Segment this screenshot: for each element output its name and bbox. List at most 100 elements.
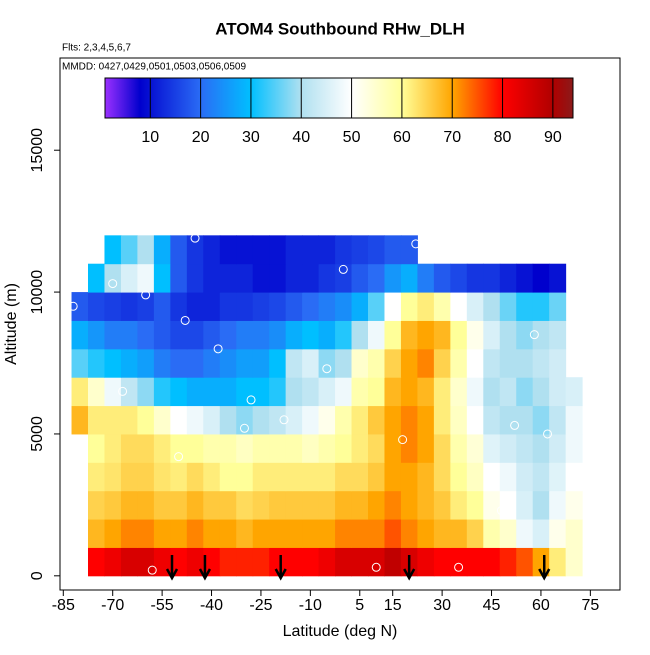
heat-cell (384, 320, 402, 350)
heat-cell (252, 348, 270, 378)
heat-cell (104, 547, 122, 577)
colorbar-tick-label: 10 (141, 129, 159, 146)
heat-cell (252, 547, 270, 577)
heat-cell (236, 462, 254, 492)
heat-cell (351, 433, 369, 463)
heat-cell (71, 348, 89, 378)
heat-cell (203, 348, 221, 378)
heat-cell (120, 462, 138, 492)
heat-cell (433, 263, 451, 293)
heat-cell (400, 462, 418, 492)
heat-cell (120, 377, 138, 407)
heat-cell (203, 377, 221, 407)
heat-cell (466, 320, 484, 350)
heat-cell (170, 235, 188, 265)
heat-cell (269, 320, 287, 350)
x-tick-label: -70 (101, 597, 124, 614)
heat-cell (71, 320, 89, 350)
heat-cell (302, 263, 320, 293)
heat-cell (302, 348, 320, 378)
heat-cell (203, 490, 221, 520)
heat-cell (549, 519, 567, 548)
heat-cell (252, 320, 270, 350)
heat-cell (450, 519, 468, 548)
heat-cell (368, 235, 385, 265)
heat-cell (335, 235, 353, 265)
heat-cell (236, 348, 254, 378)
heat-cell (219, 433, 237, 463)
heat-cell (532, 292, 550, 321)
heat-cell (120, 433, 138, 463)
heat-cell (236, 320, 254, 350)
colorbar-tick-label: 80 (494, 129, 512, 146)
heat-cell (532, 433, 550, 463)
heat-cell (318, 462, 336, 492)
observation-point (246, 395, 256, 405)
heat-cell (450, 292, 468, 321)
heat-cell (499, 547, 517, 577)
observation-point (338, 264, 348, 274)
heat-cell (466, 490, 484, 520)
colorbar-tick-label: 40 (292, 129, 310, 146)
heat-cell (433, 462, 451, 492)
heat-cell (318, 263, 336, 293)
heat-cell (252, 519, 270, 548)
heat-cell (203, 547, 221, 577)
heat-cell (351, 377, 369, 407)
observation-point (239, 423, 249, 433)
heat-cell (236, 405, 254, 435)
x-tick-label: 60 (532, 597, 550, 614)
heat-cell (549, 263, 567, 293)
heat-cell (252, 377, 270, 407)
heat-cell (368, 462, 385, 492)
heat-cell (368, 405, 385, 435)
heat-cell (466, 462, 484, 492)
heat-cell (170, 547, 188, 577)
heat-cell (302, 490, 320, 520)
heat-cell (285, 348, 303, 378)
heat-cell (450, 547, 468, 577)
observation-point (496, 506, 506, 516)
heat-cell (532, 377, 550, 407)
heat-cell (368, 263, 385, 293)
heat-cell (499, 263, 517, 293)
heat-cell (483, 263, 501, 293)
heat-cell (302, 405, 320, 435)
heat-cell (368, 348, 385, 378)
heat-cell (466, 263, 484, 293)
heat-cell (499, 405, 517, 435)
heat-cell (137, 263, 155, 293)
heat-cell (252, 263, 270, 293)
colorbar-tick-label: 50 (343, 129, 361, 146)
heat-cell (400, 320, 418, 350)
heat-cell (318, 348, 336, 378)
heat-cell (516, 547, 534, 577)
heat-cell (351, 235, 369, 265)
heat-cell (170, 433, 188, 463)
heat-cell (236, 377, 254, 407)
heat-cell (153, 405, 171, 435)
heat-cell (104, 433, 122, 463)
heat-cell (219, 263, 237, 293)
heat-cell (219, 292, 237, 321)
heat-cell (186, 462, 204, 492)
heat-cell (400, 263, 418, 293)
observation-point (398, 435, 408, 445)
heat-cell (252, 490, 270, 520)
subtitle: Flts: 2,3,4,5,6,7 (62, 43, 131, 54)
heat-cell (88, 292, 105, 321)
heat-cell (549, 348, 567, 378)
heat-cell (203, 519, 221, 548)
heat-cell (252, 405, 270, 435)
heat-cell (153, 320, 171, 350)
x-tick-label: -25 (249, 597, 272, 614)
heat-cell (450, 462, 468, 492)
heat-cell (499, 433, 517, 463)
heat-cell (516, 348, 534, 378)
observation-point (411, 239, 421, 249)
heat-cell (137, 320, 155, 350)
heat-cell (302, 433, 320, 463)
heat-cell (499, 348, 517, 378)
x-tick-label: 15 (384, 597, 402, 614)
heat-cell (269, 433, 287, 463)
